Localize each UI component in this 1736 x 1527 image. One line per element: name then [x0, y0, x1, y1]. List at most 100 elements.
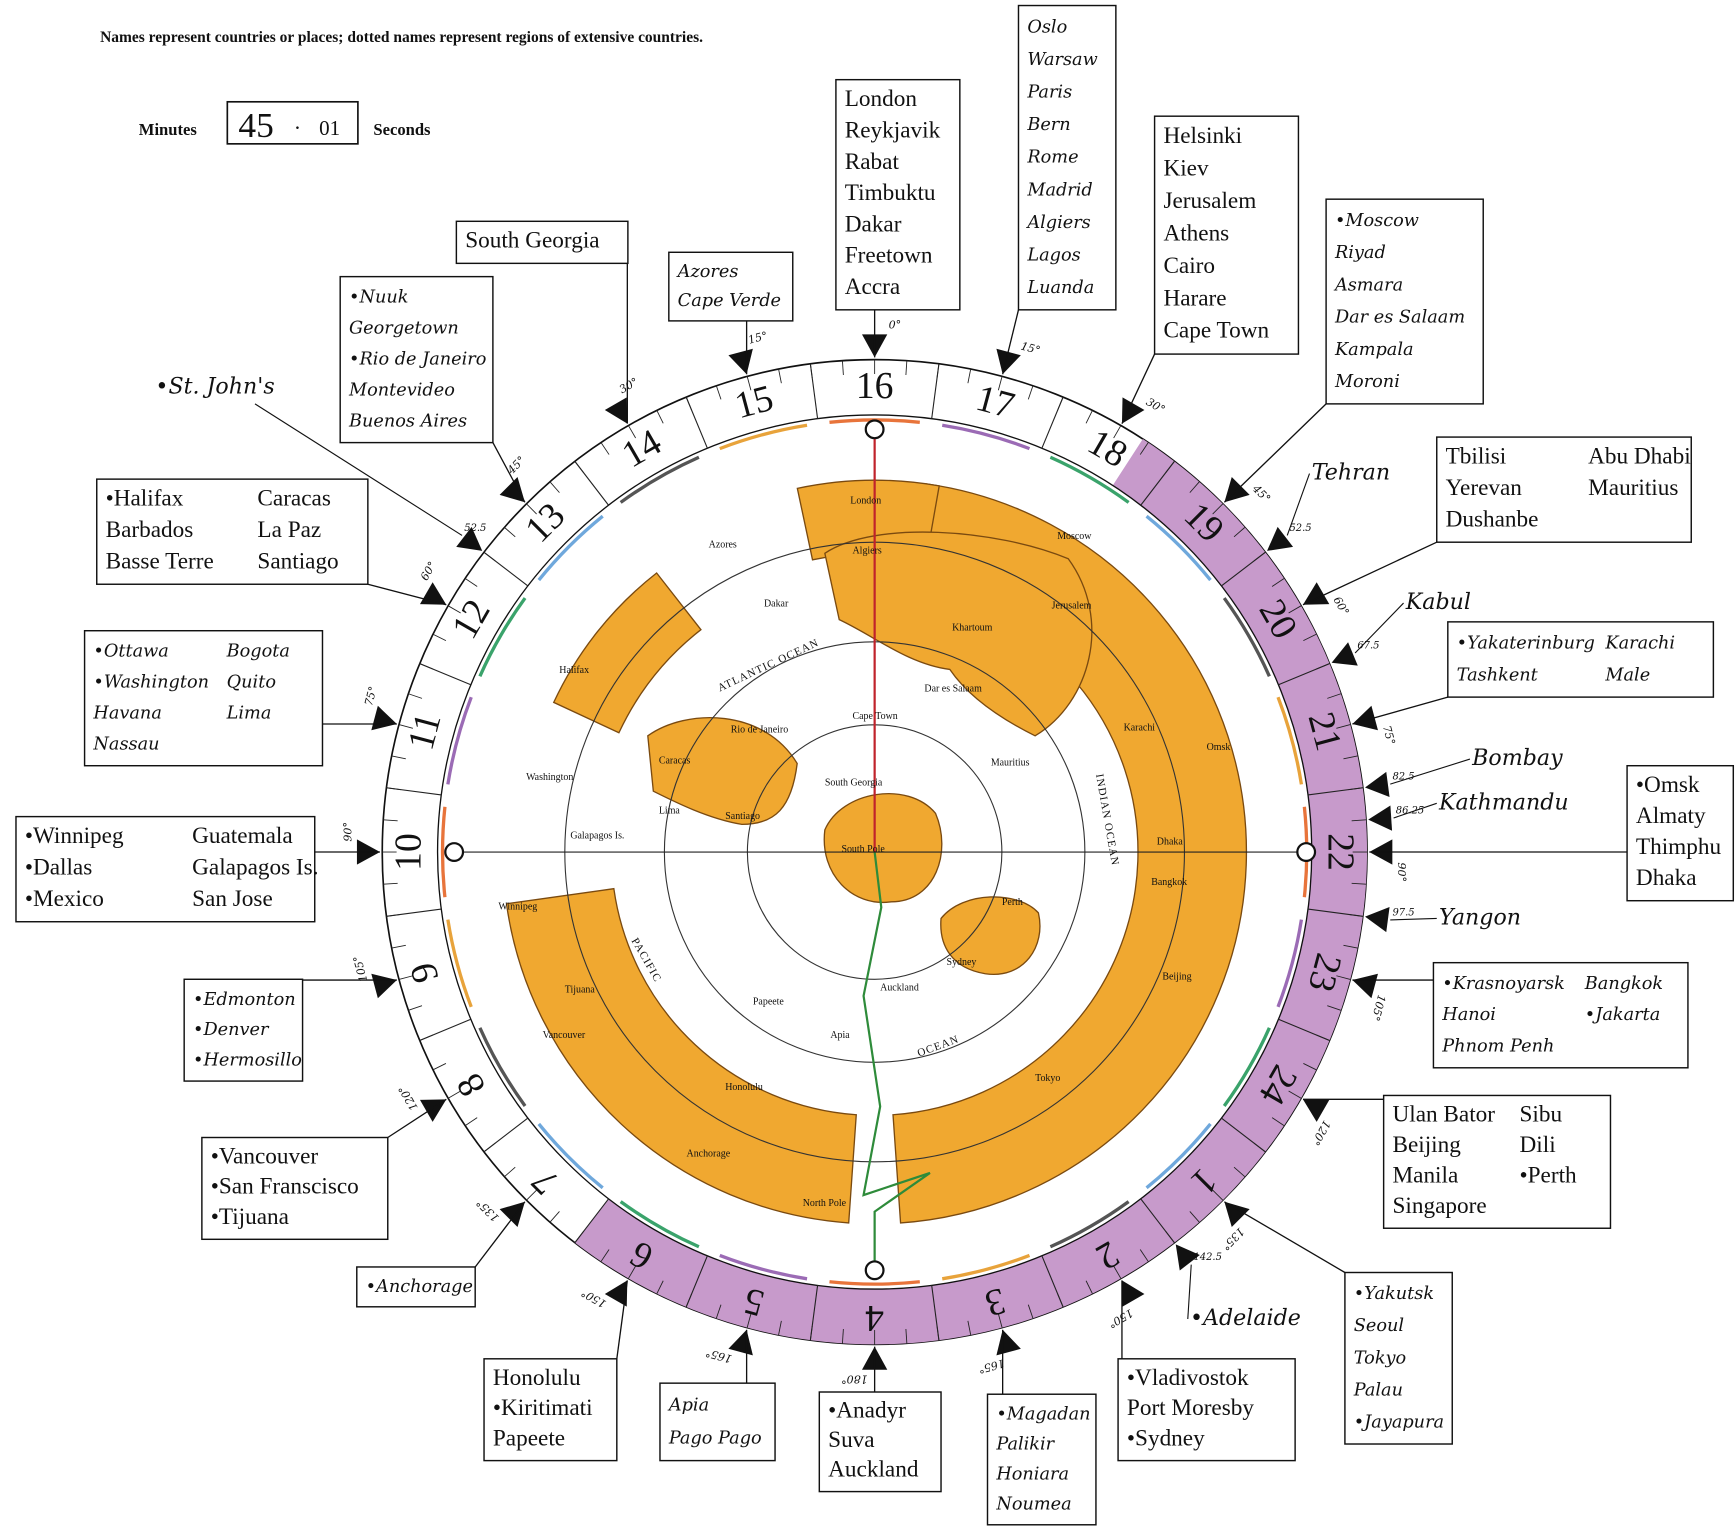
- city-name: South Georgia: [465, 228, 599, 254]
- minor-tick: [1343, 755, 1358, 760]
- land-australia: [940, 896, 1041, 975]
- city-name: Bogota: [226, 642, 290, 662]
- city-name: La Paz: [257, 517, 321, 543]
- minor-tick: [841, 1328, 844, 1344]
- hour-boundary: [1307, 908, 1363, 917]
- header-note: Names represent countries or places; dot…: [100, 29, 703, 46]
- pointer-arrow: [728, 348, 753, 375]
- city-name: Thimphu: [1636, 834, 1722, 860]
- minor-tick: [715, 1304, 722, 1319]
- degree-marker: 30°: [1144, 395, 1167, 416]
- city-name: Riyad: [1334, 243, 1386, 263]
- pointer-line: [492, 442, 526, 503]
- hour-boundary: [685, 1255, 708, 1308]
- city-name: Dili: [1520, 1132, 1557, 1158]
- hour-number: 16: [856, 365, 894, 407]
- minor-tick: [526, 503, 537, 515]
- hour-arc: [440, 806, 447, 898]
- minor-tick: [1303, 1063, 1317, 1071]
- map-label: North Pole: [803, 1198, 847, 1209]
- city-box: [1432, 961, 1689, 1069]
- pointer-arrow: [371, 973, 397, 999]
- degree-marker: 90°: [1395, 862, 1408, 882]
- minor-tick: [1139, 1249, 1149, 1262]
- hour-boundary: [483, 1117, 529, 1153]
- label-arrow: [456, 526, 483, 551]
- minor-tick: [1139, 442, 1149, 455]
- minor-tick: [1027, 1304, 1034, 1319]
- minor-tick: [1113, 1265, 1122, 1279]
- city-name: Jerusalem: [1163, 188, 1256, 214]
- minor-tick: [1085, 1280, 1093, 1294]
- city-name: Madrid: [1026, 180, 1092, 200]
- city-name: London: [845, 86, 918, 112]
- city-name: •Kiritimati: [493, 1395, 593, 1421]
- pointer-arrow: [1302, 1099, 1330, 1122]
- city-name: Freetown: [845, 243, 933, 269]
- map-label: Dar es Salaam: [924, 684, 982, 695]
- map-label: Tijuana: [565, 985, 596, 996]
- city-name: Rabat: [845, 149, 900, 175]
- city-box: [1117, 1358, 1296, 1462]
- pointer-arrow: [499, 1201, 525, 1228]
- pointer-arrow: [1121, 397, 1145, 424]
- city-box: [1447, 621, 1715, 698]
- city-name: •Winnipeg: [25, 823, 124, 849]
- city-name: •San Franscisco: [211, 1174, 359, 1200]
- hour-number: 22: [1320, 833, 1362, 871]
- city-name: •Dallas: [25, 855, 92, 881]
- city-name: Asmara: [1333, 275, 1403, 295]
- minor-tick: [432, 1063, 447, 1071]
- city-name: Singapore: [1392, 1193, 1486, 1219]
- city-name: Honolulu: [493, 1365, 581, 1391]
- label-line: [1286, 473, 1311, 536]
- hour-boundary: [1140, 461, 1175, 506]
- minor-tick: [600, 442, 610, 455]
- city-box: [96, 478, 369, 585]
- city-name: Cairo: [1163, 253, 1215, 279]
- city-name: Luanda: [1026, 278, 1094, 298]
- map-label: London: [850, 495, 881, 506]
- pointer-arrow: [499, 477, 525, 503]
- city-name: Helsinki: [1163, 123, 1242, 149]
- city-name: •Anadyr: [828, 1398, 906, 1424]
- minor-tick: [1233, 527, 1246, 538]
- degree-marker: 135°: [1219, 1225, 1247, 1253]
- minor-tick: [746, 376, 752, 391]
- city-name: Guatemala: [192, 823, 293, 849]
- map-label: South Georgia: [825, 778, 883, 789]
- map-label: Vancouver: [543, 1030, 586, 1041]
- minor-tick: [408, 693, 423, 699]
- map-label: Dhaka: [1157, 836, 1184, 847]
- minor-tick: [1189, 481, 1200, 493]
- city-name: Lagos: [1026, 245, 1080, 265]
- pointer-line: [387, 1098, 447, 1139]
- degree-marker: 52.5: [1289, 523, 1311, 534]
- hour-boundary: [574, 461, 610, 506]
- city-name: •Denver: [193, 1020, 270, 1040]
- degree-marker: 45°: [1249, 482, 1273, 506]
- city-box: [1017, 4, 1117, 311]
- map-label: Sydney: [947, 957, 977, 968]
- city-name: Phnom Penh: [1441, 1037, 1554, 1057]
- degree-marker: 60°: [418, 559, 439, 582]
- map-label: Auckland: [880, 982, 919, 993]
- pointer-arrow: [1302, 582, 1330, 605]
- minor-tick: [383, 819, 398, 822]
- map-label: Omsk: [1207, 742, 1231, 753]
- city-name: •Ottawa: [93, 642, 168, 662]
- city-name: Apia: [667, 1395, 709, 1415]
- pointer-arrow: [419, 1099, 447, 1122]
- hour-arc: [619, 455, 700, 504]
- land-africa: [824, 531, 1093, 737]
- map-label: Dakar: [764, 598, 789, 609]
- hour-boundary: [386, 908, 442, 917]
- city-name: •Jayapura: [1354, 1412, 1444, 1432]
- label-line: [1393, 802, 1437, 819]
- land-antarctica: [823, 793, 943, 904]
- city-name: Kiev: [1163, 156, 1209, 182]
- hour-boundary: [1041, 1255, 1064, 1308]
- pointer-arrow: [1352, 973, 1378, 999]
- pole-marker: [864, 419, 885, 440]
- map-label: Honolulu: [725, 1082, 763, 1093]
